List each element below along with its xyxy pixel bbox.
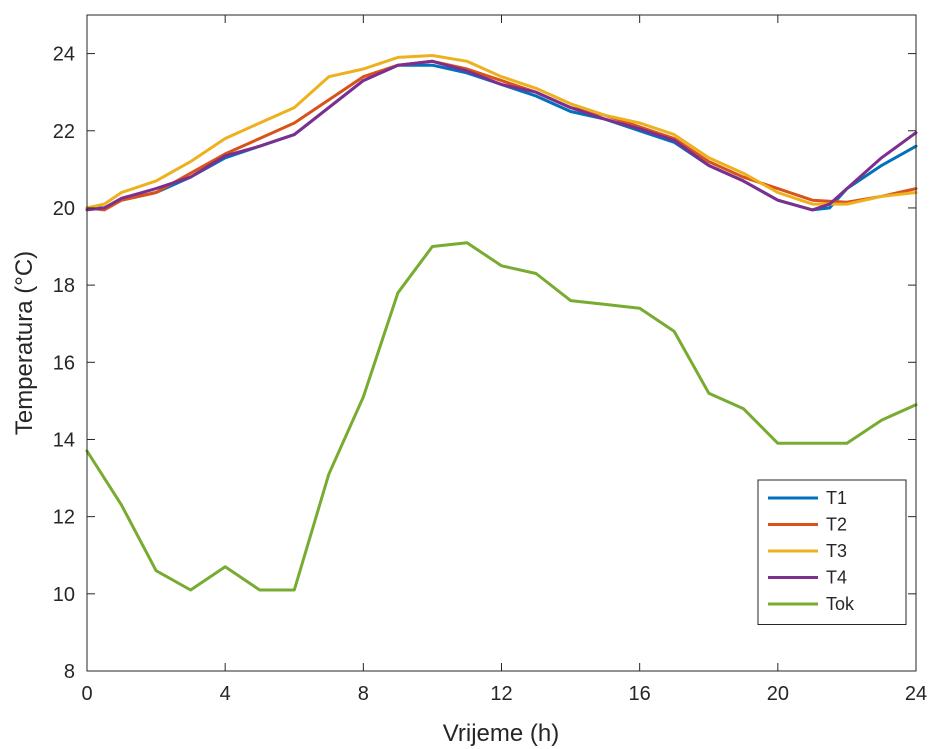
y-axis-title: Temperatura (°C) (11, 251, 38, 435)
x-tick-label: 20 (767, 683, 789, 705)
y-tick-label: 16 (53, 352, 75, 374)
y-tick-label: 20 (53, 198, 75, 220)
series-line-tok (85, 241, 918, 592)
y-tick-label: 8 (64, 661, 75, 683)
x-tick-label: 16 (629, 683, 651, 705)
y-tick-label: 12 (53, 507, 75, 529)
legend-label-t4: T4 (826, 568, 847, 588)
ticks-layer: 0 4 8 12 16 20 24 8 10 12 14 16 18 20 22 24 (53, 15, 927, 705)
x-tick-label: 8 (358, 683, 369, 705)
series-line-t2 (85, 59, 918, 212)
x-tick-label: 4 (220, 683, 231, 705)
legend: T1 T2 T3 T4 Tok (757, 479, 907, 625)
x-tick-label: 0 (81, 683, 92, 705)
y-tick-label: 18 (53, 275, 75, 297)
x-tick-label: 24 (905, 683, 927, 705)
legend-label-tok: Tok (826, 594, 855, 614)
y-tick-label: 22 (53, 121, 75, 143)
legend-label-t2: T2 (826, 515, 847, 535)
legend-label-t3: T3 (826, 541, 847, 561)
x-axis-title: Vrijeme (h) (443, 720, 559, 747)
series-line-t4 (85, 59, 918, 212)
legend-label-t1: T1 (826, 488, 847, 508)
x-tick-label: 12 (490, 683, 512, 705)
y-tick-label: 10 (53, 584, 75, 606)
series-layer (85, 54, 918, 592)
y-tick-label: 24 (53, 44, 75, 66)
y-tick-label: 14 (53, 429, 75, 451)
series-line-t3 (85, 54, 918, 210)
